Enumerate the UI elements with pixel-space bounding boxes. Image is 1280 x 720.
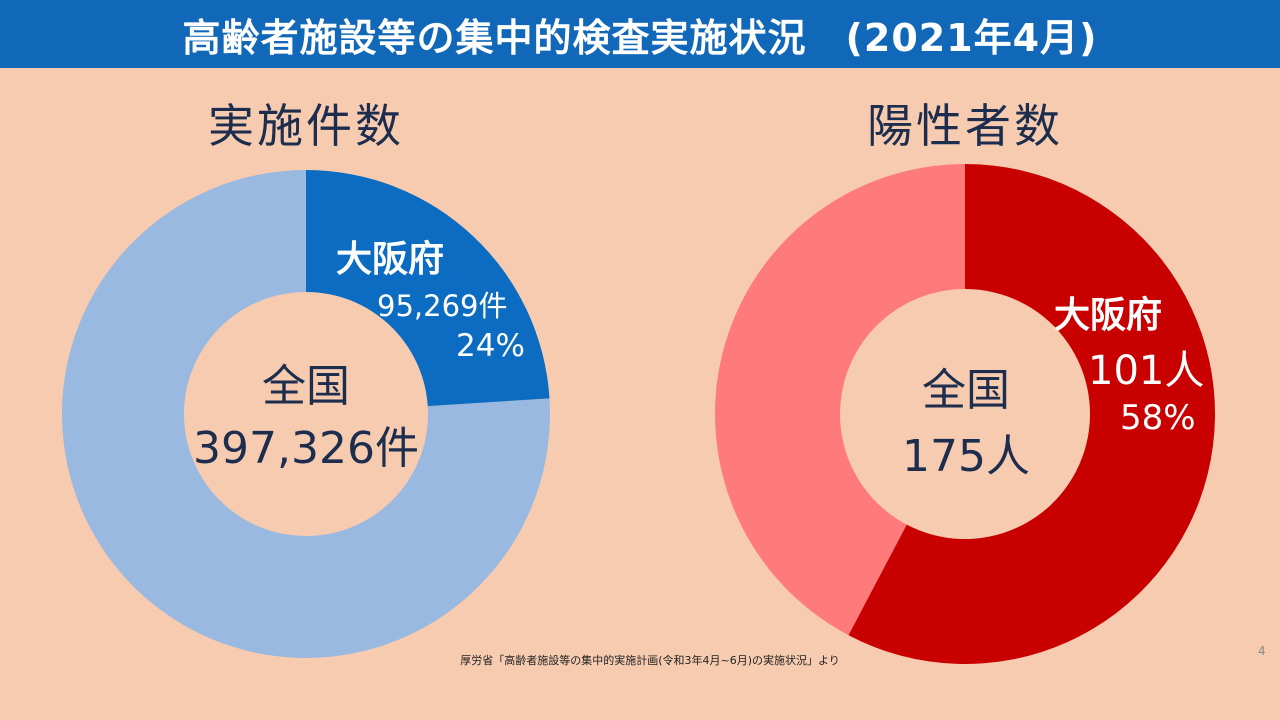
slice-osaka-positives bbox=[848, 164, 1215, 664]
slice-national-rest-tests bbox=[61, 170, 550, 658]
national-total-tests: 397,326件 bbox=[193, 423, 419, 474]
osaka-label-tests: 大阪府 bbox=[336, 239, 445, 280]
national-total-positives: 175人 bbox=[902, 431, 1030, 482]
national-label-tests: 全国 bbox=[262, 361, 350, 412]
title-bar: 高齢者施設等の集中的検査実施状況 (2021年4月) bbox=[0, 0, 1280, 68]
slice-osaka-tests bbox=[306, 170, 550, 407]
slice-national-rest-positives bbox=[715, 164, 965, 636]
osaka-percent-positives: 58% bbox=[1120, 398, 1196, 438]
page-title: 高齢者施設等の集中的検査実施状況 (2021年4月) bbox=[182, 15, 1098, 60]
chart-title-tests: 実施件数 bbox=[208, 99, 404, 153]
osaka-value-tests: 95,269件 bbox=[377, 289, 508, 323]
chart-title-positives: 陽性者数 bbox=[867, 99, 1063, 153]
source-note: 厚労省「高齢者施設等の集中的実施計画(令和3年4月~6月)の実施状況」より bbox=[460, 654, 840, 667]
osaka-value-positives: 101人 bbox=[1088, 348, 1205, 394]
national-label-positives: 全国 bbox=[922, 365, 1010, 416]
osaka-percent-tests: 24% bbox=[456, 328, 525, 364]
osaka-label-positives: 大阪府 bbox=[1054, 295, 1163, 336]
page-number: 4 bbox=[1258, 644, 1266, 658]
